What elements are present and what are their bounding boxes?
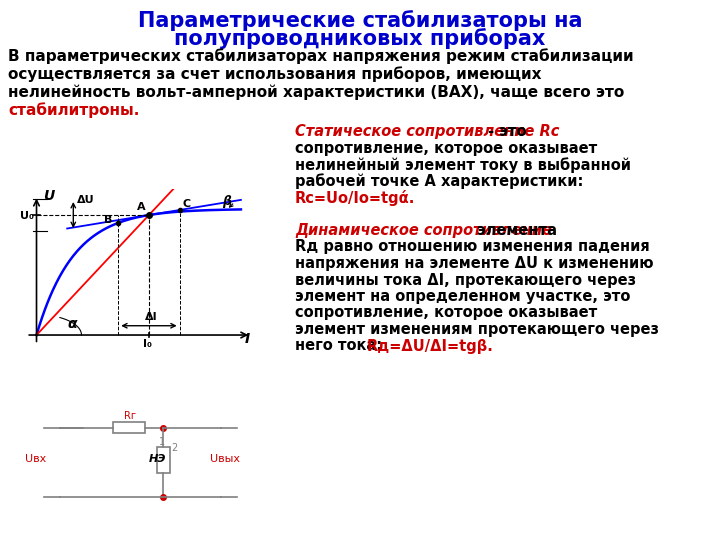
Text: Uвх: Uвх (25, 454, 47, 464)
Text: элемент изменениям протекающего через: элемент изменениям протекающего через (295, 322, 659, 337)
Bar (113, 422, 145, 433)
Text: напряжения на элементе ΔU к изменению: напряжения на элементе ΔU к изменению (295, 256, 654, 271)
Text: Динамическое сопротивление: Динамическое сопротивление (295, 223, 552, 238)
Text: I: I (245, 332, 250, 346)
Text: - это: - это (483, 124, 526, 139)
Bar (156, 447, 171, 473)
Text: Rд=ΔU/ΔI=tgβ.: Rд=ΔU/ΔI=tgβ. (367, 339, 494, 354)
Text: полупроводниковых приборах: полупроводниковых приборах (174, 28, 546, 49)
Text: сопротивление, которое оказывает: сопротивление, которое оказывает (295, 140, 598, 156)
Text: него тока:: него тока: (295, 339, 392, 354)
Text: ΔI: ΔI (145, 313, 158, 322)
Text: элемент на определенном участке, это: элемент на определенном участке, это (295, 289, 631, 304)
Text: стабилитроны.: стабилитроны. (8, 102, 140, 118)
Text: НЭ: НЭ (148, 454, 166, 464)
Text: Rc=Uo/Io=tgά.: Rc=Uo/Io=tgά. (295, 190, 415, 206)
Text: U₀: U₀ (20, 211, 34, 221)
Text: 1: 1 (159, 437, 165, 447)
Text: нелинейность вольт-амперной характеристики (ВАХ), чаще всего это: нелинейность вольт-амперной характеристи… (8, 84, 624, 99)
Text: величины тока ΔI, протекающего через: величины тока ΔI, протекающего через (295, 273, 636, 287)
Text: α: α (67, 318, 76, 332)
Text: сопротивление, которое оказывает: сопротивление, которое оказывает (295, 306, 598, 321)
Text: В параметрических стабилизаторах напряжения режим стабилизации: В параметрических стабилизаторах напряже… (8, 48, 634, 64)
Text: Rд равно отношению изменения падения: Rд равно отношению изменения падения (295, 240, 649, 254)
Text: Статическое сопротивление Rc: Статическое сопротивление Rc (295, 124, 559, 139)
Text: U: U (42, 188, 54, 202)
Text: C: C (183, 199, 191, 210)
Text: Uвых: Uвых (210, 454, 240, 464)
Text: I₀: I₀ (143, 339, 152, 349)
Text: рабочей точке А характеристики:: рабочей точке А характеристики: (295, 173, 583, 189)
Text: Параметрические стабилизаторы на: Параметрические стабилизаторы на (138, 10, 582, 31)
Text: Rг: Rг (125, 411, 136, 421)
Text: ΔU: ΔU (77, 195, 95, 205)
Text: A: A (137, 202, 145, 212)
Text: 2: 2 (171, 443, 178, 454)
Text: β: β (222, 194, 232, 207)
Text: нелинейный элемент току в выбранной: нелинейный элемент току в выбранной (295, 157, 631, 173)
Text: B: B (104, 215, 112, 225)
Text: элемента: элемента (472, 223, 557, 238)
Text: осуществляется за счет использования приборов, имеющих: осуществляется за счет использования при… (8, 66, 541, 82)
